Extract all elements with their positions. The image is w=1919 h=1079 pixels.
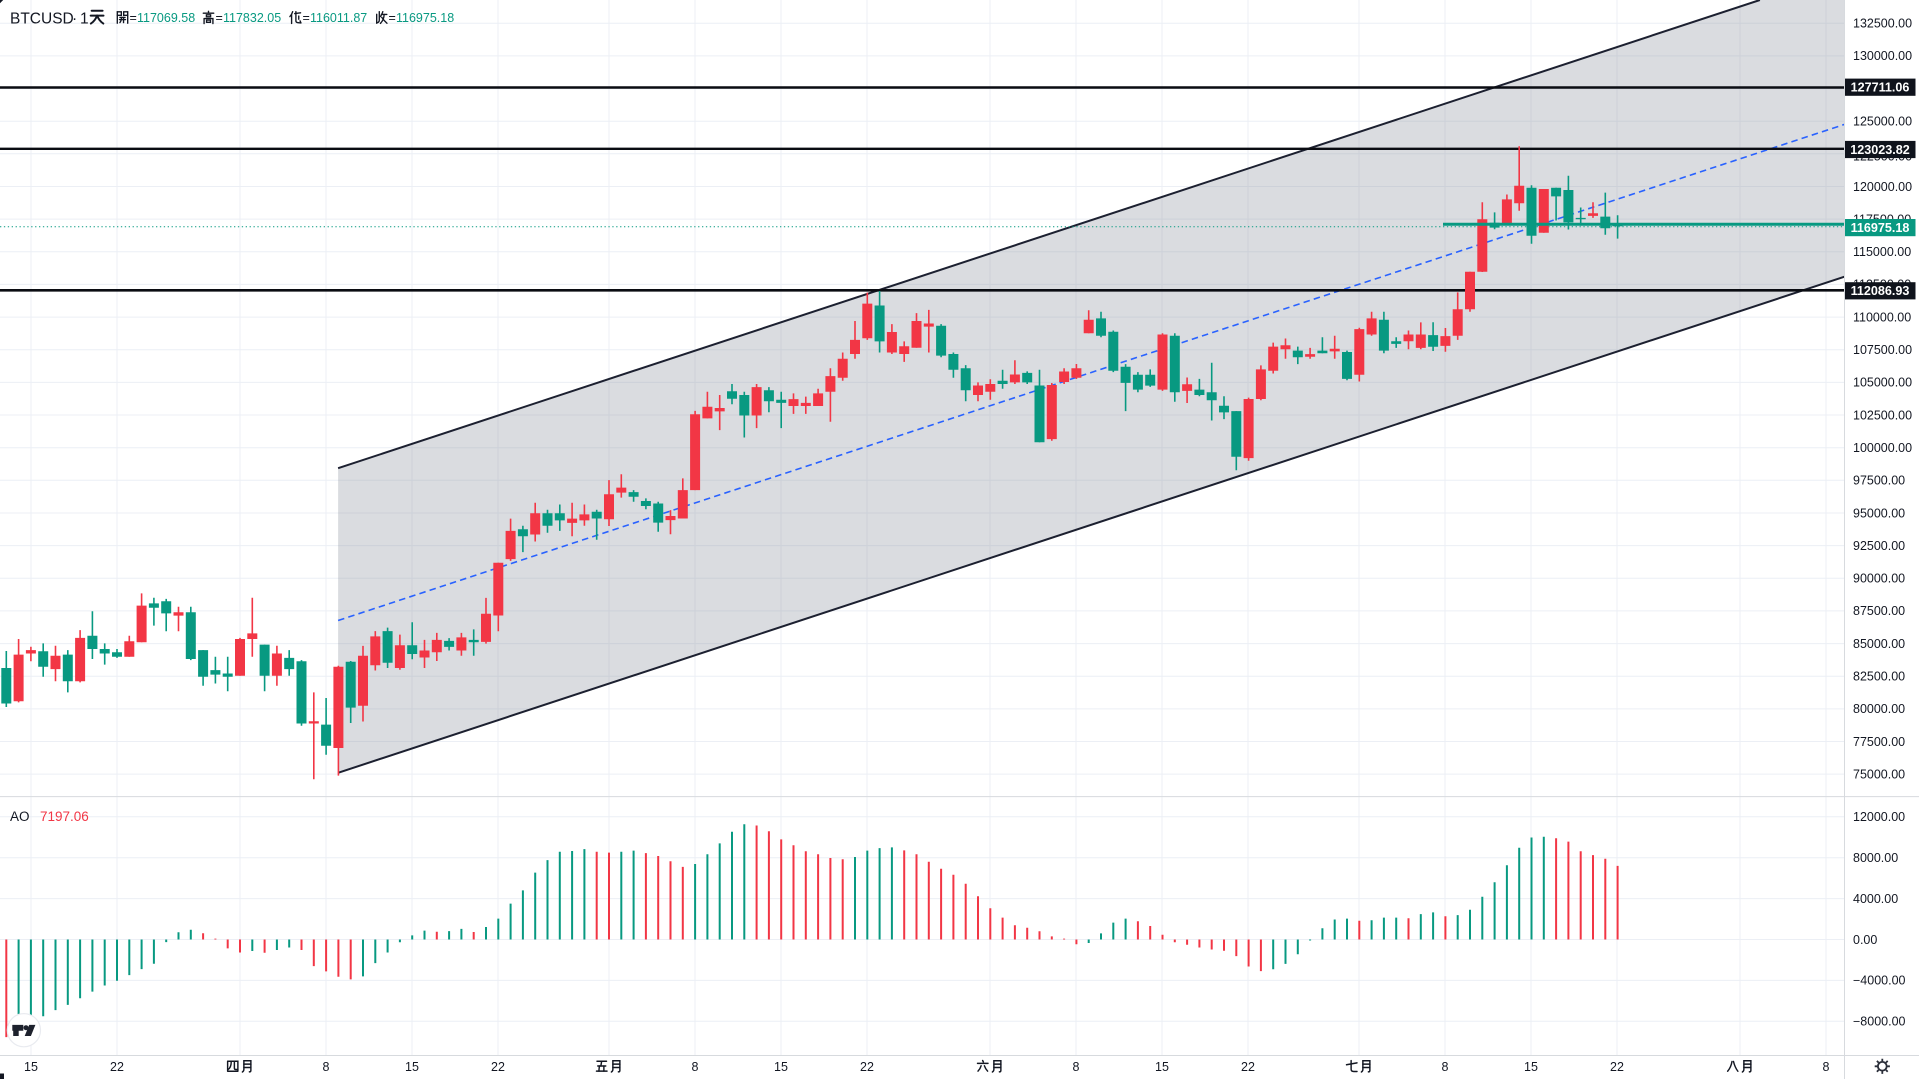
svg-text:123023.82: 123023.82 [1850, 143, 1910, 157]
svg-text:95000.00: 95000.00 [1853, 506, 1905, 520]
svg-text:=: = [389, 11, 396, 25]
svg-text:97500.00: 97500.00 [1853, 474, 1905, 488]
svg-text:15: 15 [24, 1060, 38, 1074]
svg-text:8: 8 [1442, 1060, 1449, 1074]
svg-text:12000.00: 12000.00 [1853, 810, 1905, 824]
svg-text:·: · [72, 11, 77, 28]
svg-text:110000.00: 110000.00 [1853, 310, 1911, 324]
svg-text:22: 22 [860, 1060, 874, 1074]
svg-text:15: 15 [405, 1060, 419, 1074]
svg-text:107500.00: 107500.00 [1853, 343, 1912, 357]
svg-text:120000.00: 120000.00 [1853, 180, 1912, 194]
svg-text:80000.00: 80000.00 [1853, 702, 1905, 716]
svg-text:77500.00: 77500.00 [1853, 735, 1905, 749]
svg-text:22: 22 [1241, 1060, 1255, 1074]
svg-text:102500.00: 102500.00 [1853, 408, 1912, 422]
svg-text:115000.00: 115000.00 [1853, 245, 1911, 259]
svg-text:15: 15 [1524, 1060, 1538, 1074]
svg-text:=: = [130, 11, 137, 25]
svg-text:125000.00: 125000.00 [1853, 115, 1912, 129]
svg-text:1: 1 [80, 11, 89, 28]
svg-text:BTCUSD: BTCUSD [10, 11, 74, 28]
svg-text:15: 15 [1155, 1060, 1169, 1074]
svg-text:4000.00: 4000.00 [1853, 892, 1898, 906]
svg-text:85000.00: 85000.00 [1853, 637, 1905, 651]
svg-text:82500.00: 82500.00 [1853, 670, 1905, 684]
svg-text:100000.00: 100000.00 [1853, 441, 1912, 455]
svg-text:116975.18: 116975.18 [396, 11, 454, 25]
svg-text:116011.87: 116011.87 [310, 11, 367, 25]
svg-text:75000.00: 75000.00 [1853, 767, 1905, 781]
svg-text:AO: AO [10, 809, 30, 824]
svg-text:116975.18: 116975.18 [1851, 221, 1910, 235]
svg-text:8: 8 [1823, 1060, 1830, 1074]
svg-text:8: 8 [1073, 1060, 1080, 1074]
svg-text:127711.06: 127711.06 [1851, 81, 1910, 95]
svg-text:130000.00: 130000.00 [1853, 49, 1912, 63]
svg-text:112086.93: 112086.93 [1851, 284, 1910, 298]
svg-text:=: = [216, 11, 223, 25]
svg-text:90000.00: 90000.00 [1853, 572, 1905, 586]
svg-text:117832.05: 117832.05 [223, 11, 281, 25]
svg-text:92500.00: 92500.00 [1853, 539, 1905, 553]
svg-text:22: 22 [1610, 1060, 1624, 1074]
svg-text:8000.00: 8000.00 [1853, 851, 1898, 865]
svg-text:−4000.00: −4000.00 [1853, 974, 1906, 988]
svg-text:87500.00: 87500.00 [1853, 604, 1905, 618]
svg-text:−8000.00: −8000.00 [1853, 1015, 1906, 1029]
svg-text:22: 22 [110, 1060, 124, 1074]
svg-text:8: 8 [692, 1060, 699, 1074]
svg-text:0.00: 0.00 [1853, 933, 1877, 947]
svg-text:7197.06: 7197.06 [40, 809, 89, 824]
svg-text:=: = [303, 11, 310, 25]
svg-text:15: 15 [774, 1060, 788, 1074]
svg-text:105000.00: 105000.00 [1853, 376, 1912, 390]
svg-text:132500.00: 132500.00 [1853, 17, 1912, 31]
svg-text:8: 8 [323, 1060, 330, 1074]
svg-text:117069.58: 117069.58 [137, 11, 195, 25]
svg-text:22: 22 [491, 1060, 505, 1074]
